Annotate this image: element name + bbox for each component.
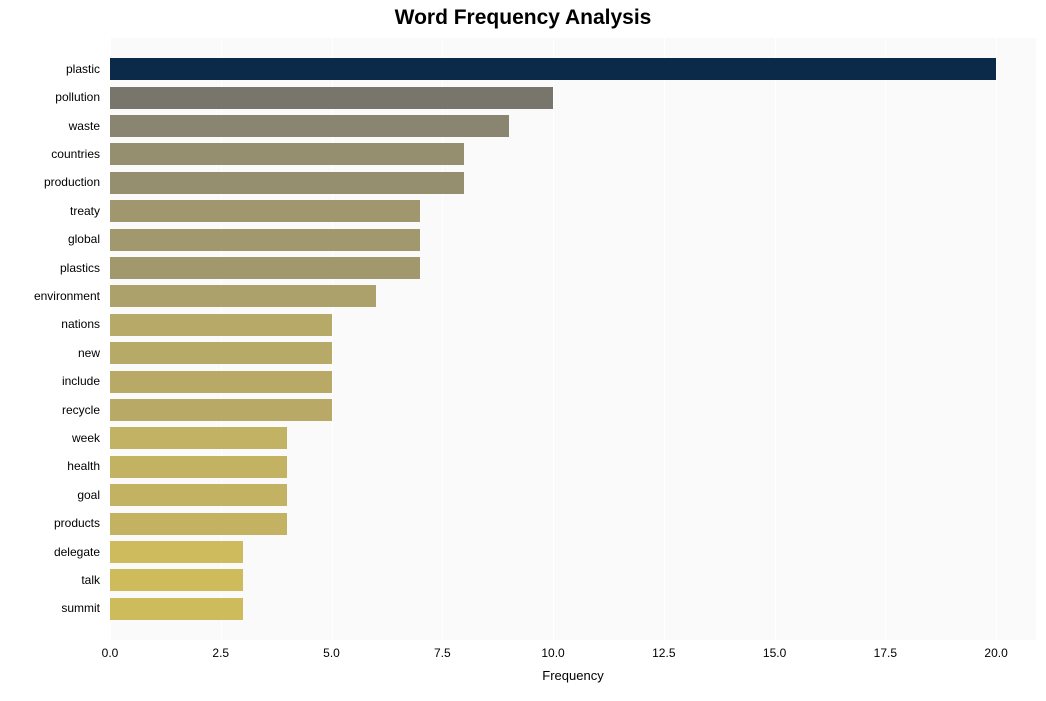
bar bbox=[110, 314, 332, 336]
bar bbox=[110, 371, 332, 393]
y-tick-label: week bbox=[0, 430, 100, 447]
bar bbox=[110, 598, 243, 620]
grid-line bbox=[775, 38, 776, 640]
bar bbox=[110, 58, 996, 80]
bar bbox=[110, 200, 420, 222]
bar bbox=[110, 456, 287, 478]
plot-area bbox=[110, 38, 1036, 640]
y-tick-label: include bbox=[0, 373, 100, 390]
x-tick-label: 0.0 bbox=[102, 646, 119, 660]
chart-title: Word Frequency Analysis bbox=[0, 6, 1046, 30]
x-tick-label: 20.0 bbox=[984, 646, 1007, 660]
y-tick-label: countries bbox=[0, 146, 100, 163]
x-axis-label: Frequency bbox=[110, 668, 1036, 683]
grid-line bbox=[996, 38, 997, 640]
y-tick-label: environment bbox=[0, 288, 100, 305]
bar bbox=[110, 569, 243, 591]
grid-line bbox=[885, 38, 886, 640]
bar bbox=[110, 257, 420, 279]
bar bbox=[110, 399, 332, 421]
bar bbox=[110, 87, 553, 109]
x-tick-label: 17.5 bbox=[874, 646, 897, 660]
y-tick-label: plastic bbox=[0, 61, 100, 78]
y-tick-label: delegate bbox=[0, 544, 100, 561]
y-tick-label: plastics bbox=[0, 260, 100, 277]
bar bbox=[110, 172, 464, 194]
y-tick-label: nations bbox=[0, 316, 100, 333]
y-tick-label: pollution bbox=[0, 89, 100, 106]
y-tick-label: recycle bbox=[0, 402, 100, 419]
y-tick-label: summit bbox=[0, 600, 100, 617]
y-tick-label: new bbox=[0, 345, 100, 362]
bar bbox=[110, 229, 420, 251]
bar bbox=[110, 427, 287, 449]
x-tick-label: 2.5 bbox=[212, 646, 229, 660]
bar bbox=[110, 513, 287, 535]
bar bbox=[110, 484, 287, 506]
bar bbox=[110, 285, 376, 307]
bar bbox=[110, 342, 332, 364]
y-tick-label: health bbox=[0, 458, 100, 475]
x-tick-label: 12.5 bbox=[652, 646, 675, 660]
y-tick-label: products bbox=[0, 515, 100, 532]
grid-line bbox=[664, 38, 665, 640]
bar bbox=[110, 541, 243, 563]
x-tick-label: 10.0 bbox=[541, 646, 564, 660]
grid-line bbox=[553, 38, 554, 640]
bar bbox=[110, 143, 464, 165]
x-tick-label: 5.0 bbox=[323, 646, 340, 660]
y-tick-label: global bbox=[0, 231, 100, 248]
chart-container: Word Frequency Analysis Frequency 0.0 2.5… bbox=[0, 0, 1046, 701]
x-tick-label: 15.0 bbox=[763, 646, 786, 660]
y-tick-label: goal bbox=[0, 487, 100, 504]
y-tick-label: waste bbox=[0, 118, 100, 135]
y-tick-label: production bbox=[0, 174, 100, 191]
x-tick-label: 7.5 bbox=[434, 646, 451, 660]
bar bbox=[110, 115, 509, 137]
y-tick-label: treaty bbox=[0, 203, 100, 220]
y-tick-label: talk bbox=[0, 572, 100, 589]
